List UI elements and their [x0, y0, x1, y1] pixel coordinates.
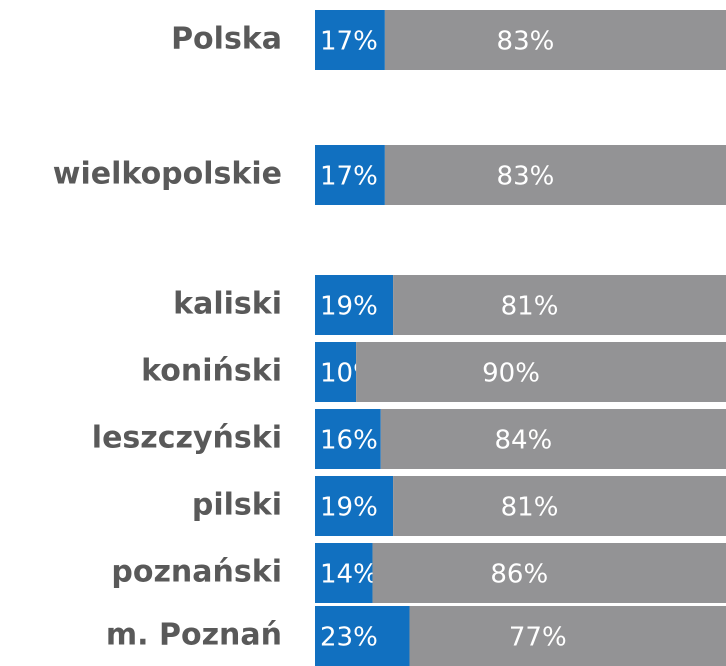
value-label: 17% [320, 162, 378, 192]
category-label: kaliski [173, 287, 282, 322]
category-label: leszczyński [92, 421, 282, 456]
bar-segment [315, 342, 357, 402]
value-label: 19% [320, 292, 378, 322]
value-label: 23% [320, 623, 378, 653]
bar-segment [356, 342, 726, 402]
category-label: pilski [192, 488, 282, 523]
bar-segment [409, 606, 726, 666]
value-label: 86% [490, 560, 548, 590]
category-label: koniński [141, 354, 282, 389]
value-label: 16% [320, 426, 378, 456]
bar-segment [315, 10, 385, 70]
bar-segment [372, 543, 726, 603]
category-label: Polska [171, 22, 282, 57]
category-label: wielkopolskie [53, 157, 282, 192]
value-label: 81% [501, 493, 559, 523]
bar-segment [384, 10, 726, 70]
value-label: 81% [501, 292, 559, 322]
bar-segment [384, 145, 726, 205]
bar-segment [315, 543, 373, 603]
value-label: 19% [320, 493, 378, 523]
bar-segment [315, 275, 394, 335]
bar-segment [380, 409, 726, 469]
bar-segment [315, 145, 385, 205]
category-label: m. Poznań [106, 618, 282, 653]
value-label: 14% [320, 560, 378, 590]
bar-segment [315, 606, 410, 666]
bar-segment [393, 476, 726, 536]
category-label: poznański [111, 555, 282, 590]
value-label: 90% [482, 359, 540, 389]
value-label: 84% [494, 426, 552, 456]
value-label: 17% [320, 27, 378, 57]
value-label: 77% [509, 623, 567, 653]
value-label: 83% [497, 27, 555, 57]
bar-segment [315, 409, 381, 469]
bar-segment [315, 476, 394, 536]
bar-segment [393, 275, 726, 335]
value-label: 83% [497, 162, 555, 192]
